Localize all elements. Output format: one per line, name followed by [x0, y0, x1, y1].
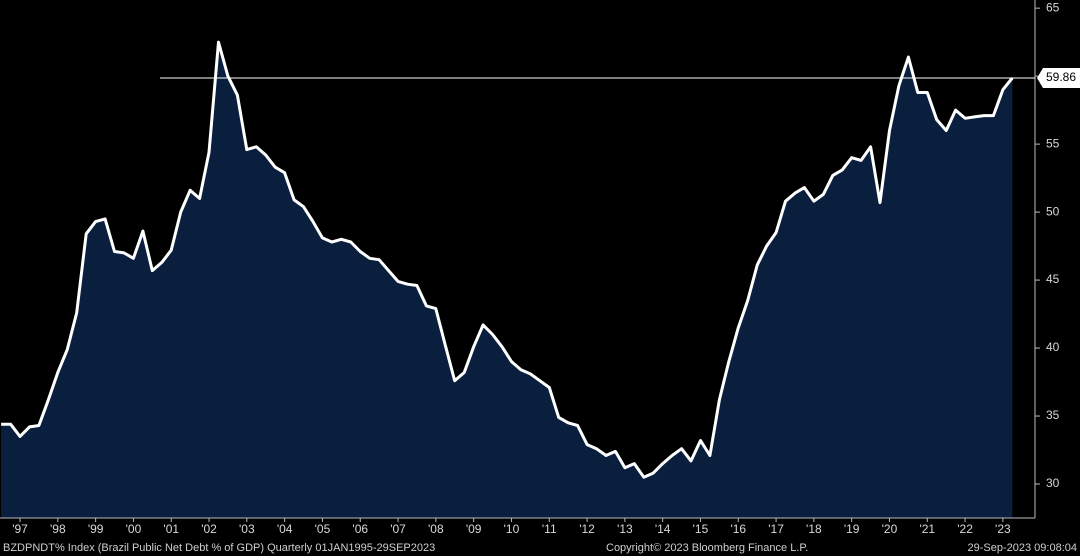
- x-tick-label: '01: [163, 522, 179, 536]
- x-tick-label: '04: [277, 522, 293, 536]
- x-tick-label: '07: [390, 522, 406, 536]
- footer-timestamp: 29-Sep-2023 09:08:04: [968, 542, 1077, 554]
- y-tick-label: 65: [1046, 0, 1060, 14]
- footer-copyright: Copyright© 2023 Bloomberg Finance L.P.: [606, 542, 808, 554]
- x-tick-label: '12: [579, 522, 595, 536]
- x-tick-label: '05: [315, 522, 331, 536]
- y-tick-label: 50: [1046, 204, 1060, 218]
- last-value-label: 59.86: [1046, 70, 1076, 84]
- x-tick-label: '98: [50, 522, 66, 536]
- x-tick-label: '02: [201, 522, 217, 536]
- footer-description: BZDPNDT% Index (Brazil Public Net Debt %…: [3, 542, 435, 554]
- x-tick-label: '16: [730, 522, 746, 536]
- x-tick-label: '19: [844, 522, 860, 536]
- x-tick-label: '13: [617, 522, 633, 536]
- y-tick-label: 55: [1046, 136, 1060, 150]
- y-tick-label: 35: [1046, 408, 1060, 422]
- x-tick-label: '11: [542, 522, 557, 536]
- x-tick-label: '00: [126, 522, 142, 536]
- area-fill: [1, 42, 1013, 518]
- x-tick-label: '97: [12, 522, 28, 536]
- x-tick-label: '10: [504, 522, 520, 536]
- x-tick-label: '18: [806, 522, 822, 536]
- x-tick-label: '03: [239, 522, 255, 536]
- x-tick-label: '14: [655, 522, 671, 536]
- x-tick-label: '22: [957, 522, 973, 536]
- y-tick-label: 30: [1046, 476, 1060, 490]
- series-line: [1, 40, 1014, 479]
- x-tick-label: '15: [693, 522, 709, 536]
- x-tick-label: '99: [88, 522, 104, 536]
- x-tick-label: '20: [882, 522, 898, 536]
- x-tick-label: '06: [352, 522, 368, 536]
- last-value-box: [1037, 68, 1080, 89]
- y-tick-label: 40: [1046, 340, 1060, 354]
- x-tick-label: '17: [768, 522, 784, 536]
- x-tick-label: '08: [428, 522, 444, 536]
- y-tick-label: 45: [1046, 272, 1060, 286]
- x-tick-label: '21: [919, 522, 935, 536]
- x-tick-label: '23: [995, 522, 1011, 536]
- x-tick-label: '09: [466, 522, 482, 536]
